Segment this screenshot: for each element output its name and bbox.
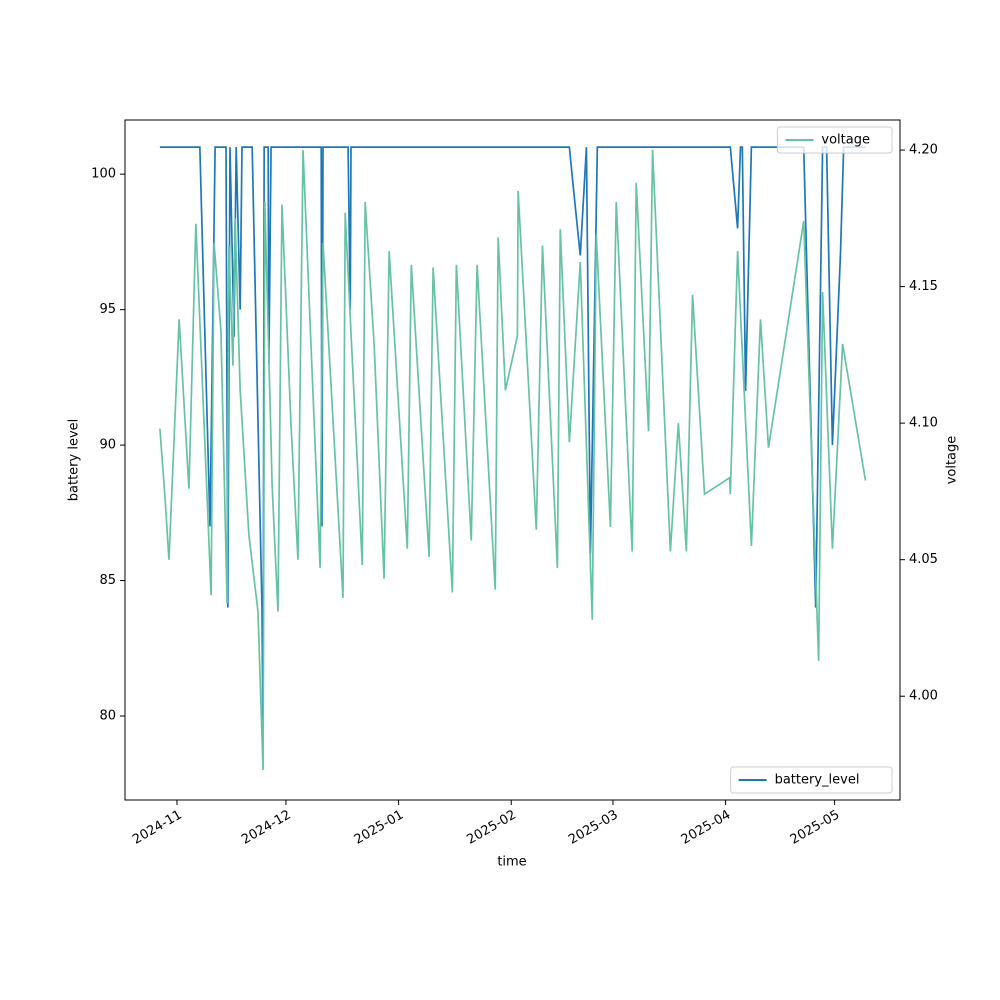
x-tick-label: 2025-02: [464, 808, 519, 848]
legend-label: battery_level: [775, 773, 860, 788]
y2-tick-label: 4.20: [909, 143, 938, 158]
y2-tick-label: 4.00: [909, 689, 938, 704]
y-tick-label: 85: [99, 573, 116, 588]
legend-label: voltage: [821, 133, 870, 148]
y-tick-label: 100: [91, 167, 116, 182]
y-tick-label: 95: [99, 302, 116, 317]
line-series: [159, 150, 867, 770]
x-tick-label: 2024-12: [239, 808, 294, 848]
x-axis-label: time: [497, 855, 526, 870]
legend-box: [776, 126, 893, 154]
x-tick-label: 2025-01: [352, 808, 407, 848]
y2-tick-label: 4.15: [909, 279, 938, 294]
y2-tick-label: 4.05: [909, 552, 938, 567]
y-tick-label: 80: [99, 709, 116, 724]
y-axis-label: battery level: [67, 419, 82, 502]
y2-tick-label: 4.10: [909, 416, 938, 431]
x-tick-label: 2024-11: [130, 808, 185, 848]
x-tick-label: 2025-05: [788, 808, 843, 848]
y-tick-label: 90: [99, 438, 116, 453]
x-tick-label: 2025-03: [566, 808, 621, 848]
legend-box: [730, 766, 893, 794]
x-tick-label: 2025-04: [679, 808, 734, 848]
y2-axis-label: voltage: [945, 436, 960, 485]
plot-frame: [124, 119, 901, 801]
